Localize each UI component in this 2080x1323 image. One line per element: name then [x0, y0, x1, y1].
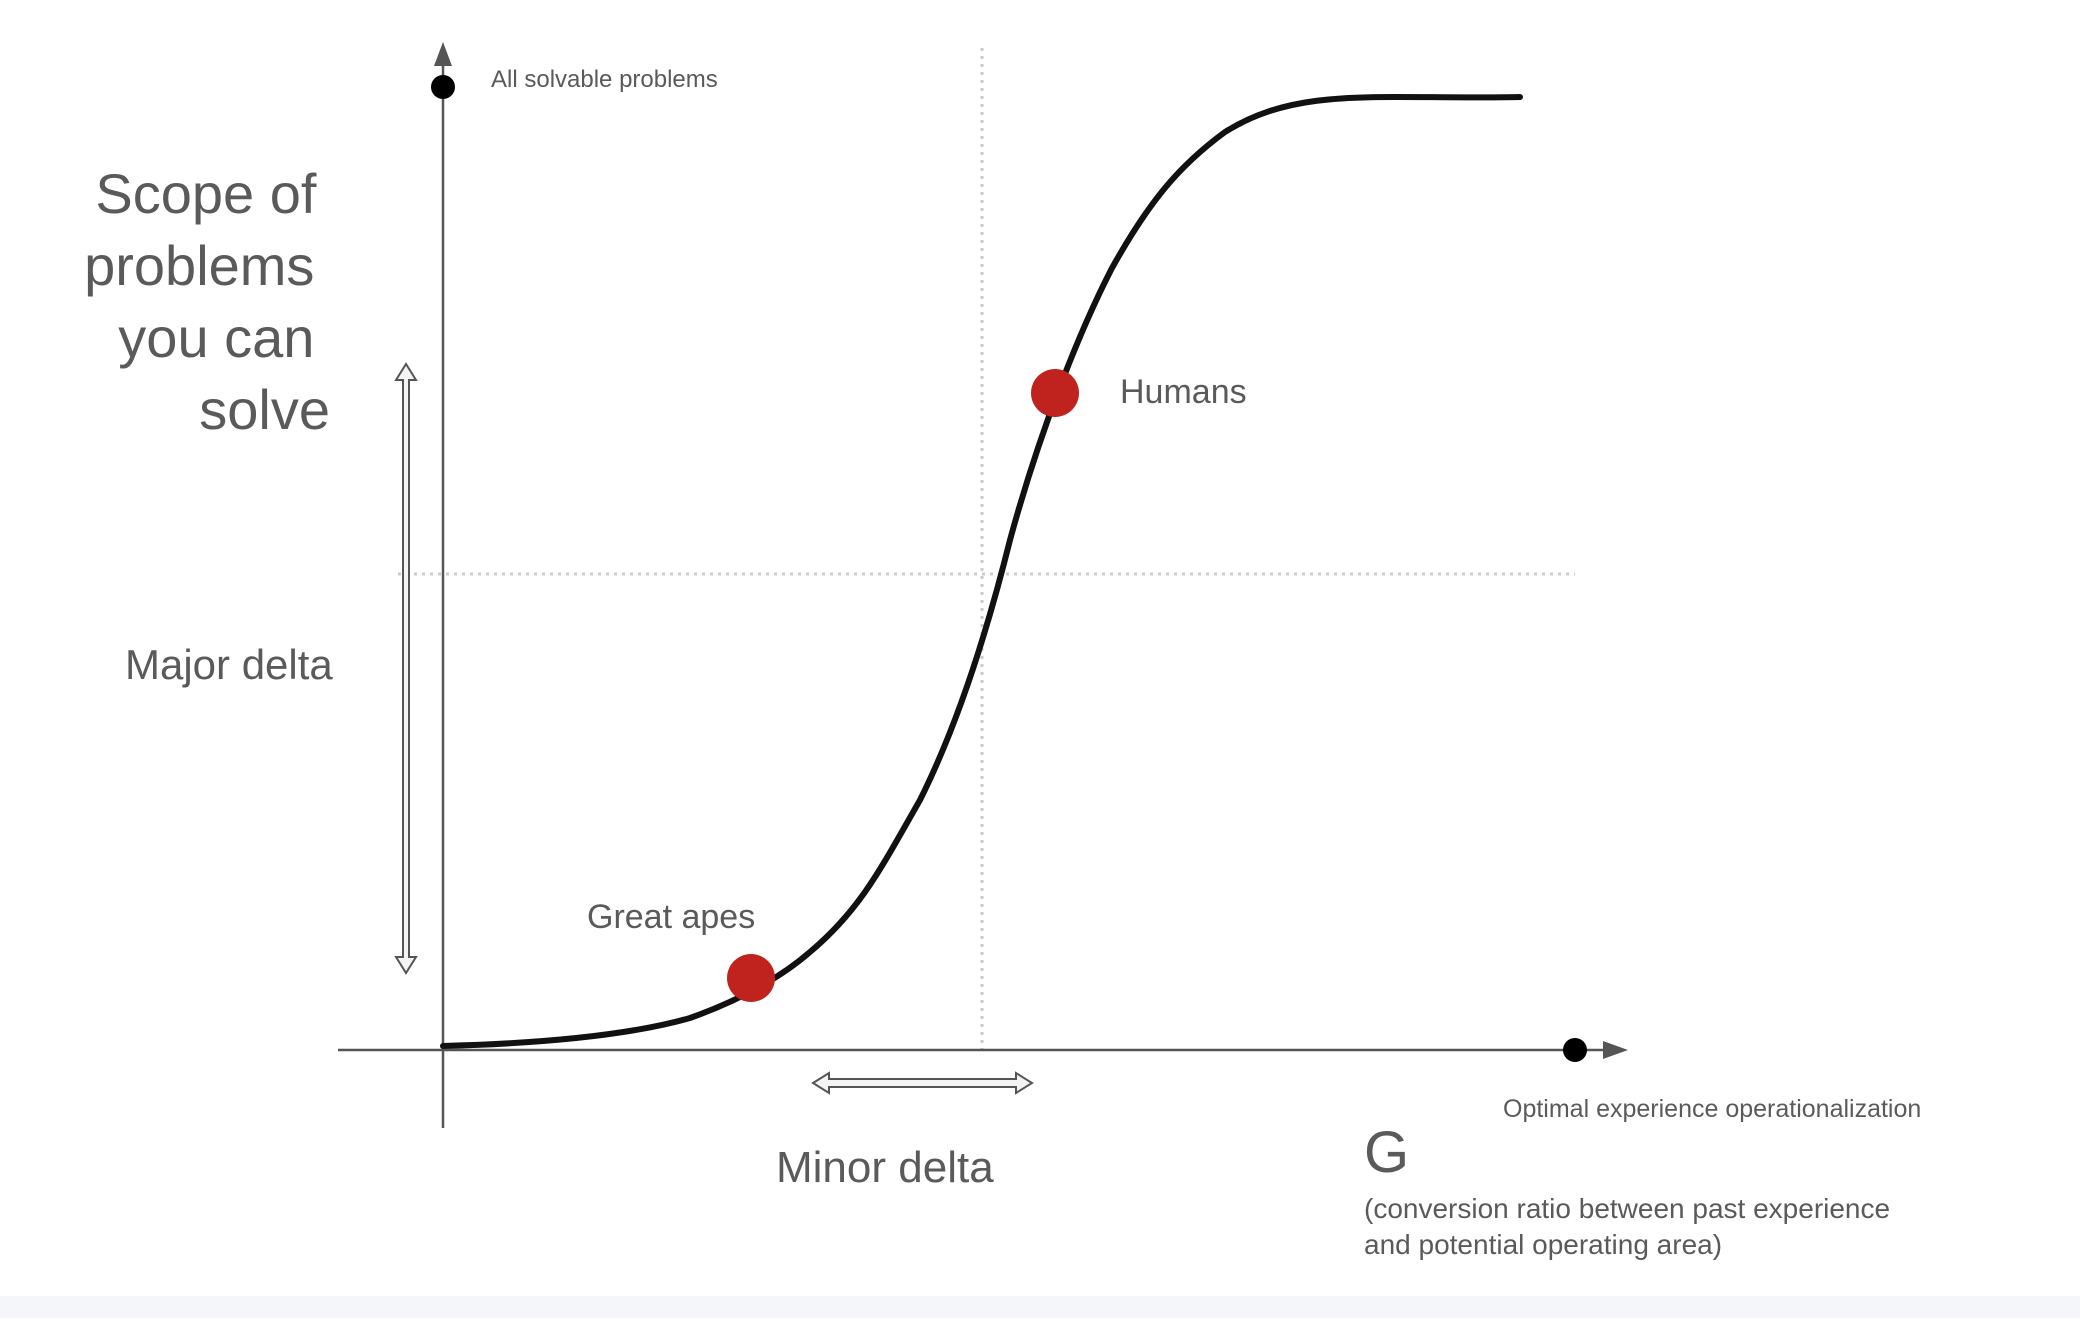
y-axis-title-line: Scope of [95, 162, 316, 225]
y-axis-title-line: solve [199, 378, 330, 441]
y-axis-top-label: All solvable problems [491, 66, 718, 93]
great-apes-label: Great apes [587, 898, 755, 936]
minor-delta-label: Minor delta [776, 1143, 994, 1192]
sigmoid-curve [440, 93, 1523, 1049]
humans-marker [1031, 369, 1079, 417]
major-delta-label: Major delta [125, 641, 333, 688]
bottom-strip [0, 1296, 2080, 1318]
y-axis-end-dot [431, 75, 455, 99]
x-axis-caption-line: and potential operating area) [1364, 1229, 1722, 1260]
x-axis-end-dot [1563, 1038, 1587, 1062]
x-axis-symbol: G [1364, 1120, 1409, 1185]
humans-label: Humans [1120, 373, 1247, 411]
major-delta-arrow [394, 362, 418, 975]
y-axis-title-line: problems [84, 234, 314, 297]
x-axis-caption-line: (conversion ratio between past experienc… [1364, 1193, 1890, 1224]
great-apes-marker [727, 954, 775, 1002]
y-axis-title-line: you can [118, 306, 314, 369]
minor-delta-arrow [811, 1071, 1034, 1095]
x-axis-caption: (conversion ratio between past experienc… [1364, 1193, 1898, 1260]
x-axis-arrowhead [1603, 1041, 1628, 1059]
y-axis-title: Scope of problems you can solve [84, 162, 332, 441]
y-axis-arrowhead [434, 42, 452, 66]
x-axis-end-label: Optimal experience operationalization [1503, 1095, 1921, 1123]
